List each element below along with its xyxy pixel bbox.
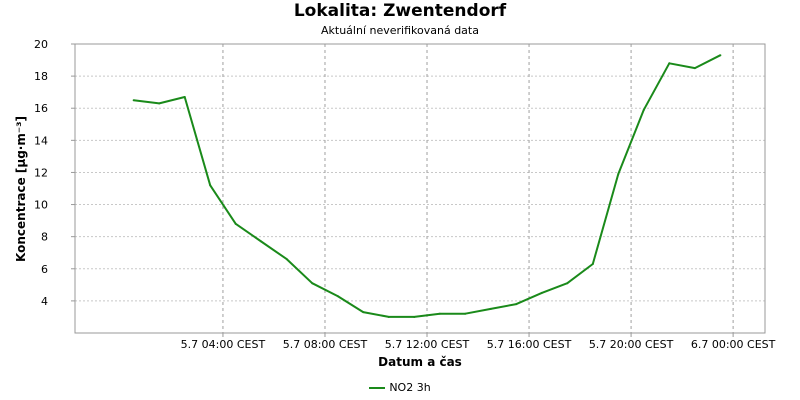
data-point: [464, 312, 467, 315]
y-axis-ticks: 4 6 8 10 12 14 16 18 20: [34, 38, 75, 308]
data-point: [387, 315, 390, 318]
y-axis-title: Koncentrace [µg·m⁻³]: [14, 116, 28, 262]
data-point: [209, 184, 212, 187]
data-point: [183, 95, 186, 98]
data-point: [132, 99, 135, 102]
y-tick-label: 14: [34, 134, 48, 147]
y-tick-label: 20: [34, 38, 48, 51]
data-point: [693, 67, 696, 70]
data-point: [489, 307, 492, 310]
chart-subtitle: Aktuální neverifikovaná data: [321, 24, 479, 37]
grid-lines: [75, 43, 765, 333]
y-tick-label: 8: [41, 231, 48, 244]
data-point: [285, 258, 288, 261]
y-tick-label: 18: [34, 70, 48, 83]
x-axis-title: Datum a čas: [378, 355, 462, 369]
series-line-no2: [133, 54, 721, 318]
data-point: [362, 311, 365, 314]
x-tick-label: 5.7 12:00 CEST: [385, 338, 470, 351]
data-point: [540, 291, 543, 294]
legend: NO2 3h: [0, 381, 800, 394]
x-tick-label: 5.7 08:00 CEST: [283, 338, 368, 351]
data-point: [311, 282, 314, 285]
x-tick-label: 5.7 16:00 CEST: [487, 338, 572, 351]
data-point: [719, 54, 722, 57]
data-point: [336, 295, 339, 298]
data-point: [668, 62, 671, 65]
x-tick-label: 5.7 20:00 CEST: [589, 338, 674, 351]
data-point: [515, 303, 518, 306]
y-tick-label: 4: [41, 295, 48, 308]
chart-title: Lokalita: Zwentendorf: [293, 1, 507, 21]
legend-label-no2: NO2 3h: [389, 381, 431, 394]
legend-swatch-no2: [369, 386, 386, 389]
x-tick-label: 6.7 00:00 CEST: [691, 338, 776, 351]
plot-area: [74, 43, 766, 334]
data-point: [642, 108, 645, 111]
y-tick-label: 16: [34, 102, 48, 115]
y-tick-label: 12: [34, 166, 48, 179]
data-point: [158, 102, 161, 105]
data-point: [260, 240, 263, 243]
data-point: [234, 222, 237, 225]
data-point: [438, 312, 441, 315]
y-tick-label: 10: [34, 199, 48, 212]
data-point: [591, 262, 594, 265]
data-point: [413, 315, 416, 318]
y-tick-label: 6: [41, 263, 48, 276]
x-axis-ticks: 5.7 04:00 CEST 5.7 08:00 CEST 5.7 12:00 CE…: [181, 333, 776, 351]
data-point: [617, 173, 620, 176]
series-layer: [132, 54, 722, 318]
x-tick-label: 5.7 04:00 CEST: [181, 338, 266, 351]
data-point: [566, 282, 569, 285]
